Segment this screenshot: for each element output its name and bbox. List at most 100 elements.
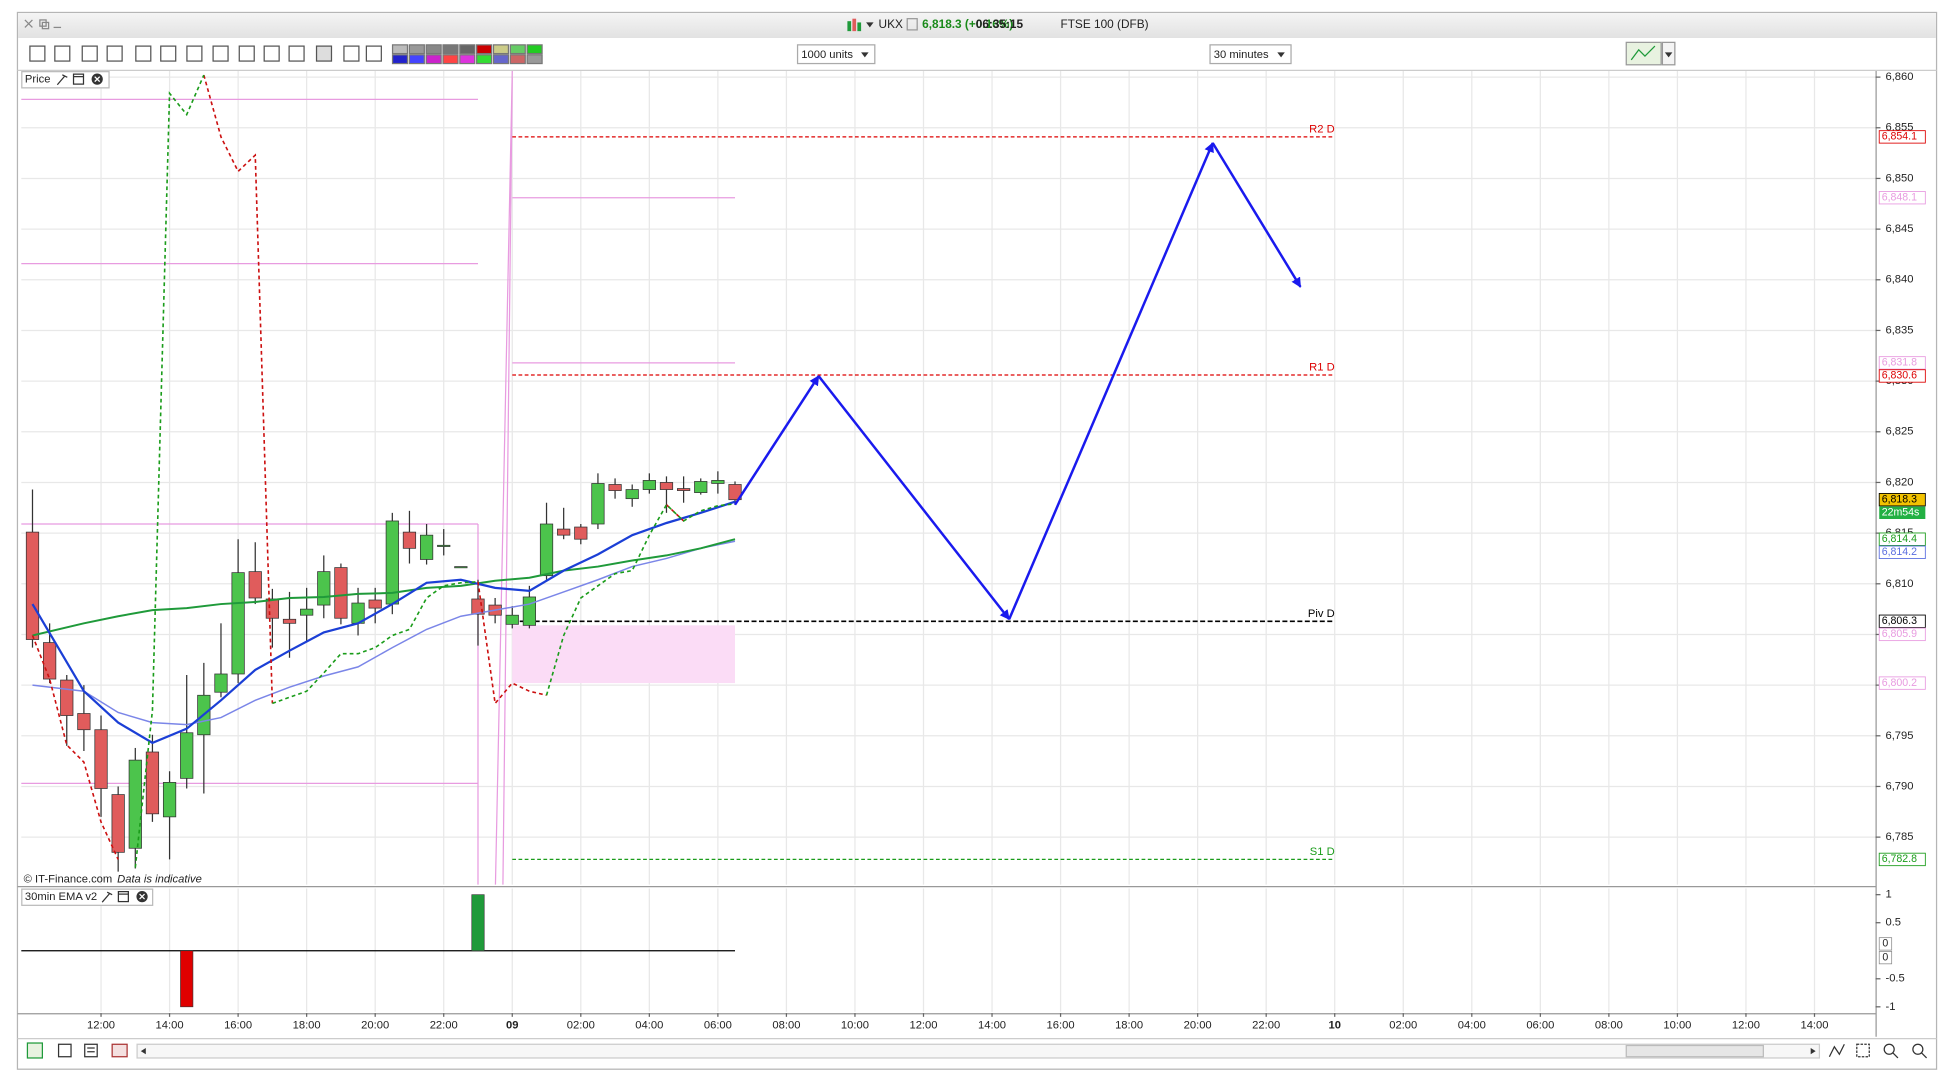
y-tick-label: -1 xyxy=(1885,1001,1895,1013)
tool-icon[interactable] xyxy=(288,45,305,62)
scroll-thumb[interactable] xyxy=(1625,1044,1764,1058)
price-tag xyxy=(1878,191,1926,205)
color-swatch[interactable] xyxy=(442,54,459,65)
price-tag xyxy=(1878,356,1926,370)
tool-icon[interactable] xyxy=(263,45,280,62)
tool-icon[interactable] xyxy=(315,45,333,62)
color-swatch[interactable] xyxy=(408,54,425,65)
y-tick-label: 6,810 xyxy=(1885,578,1913,590)
x-tick-label: 18:00 xyxy=(293,1020,321,1032)
price-tag-label: 6,848.1 xyxy=(1882,191,1917,203)
price-tag-label: 6,805.9 xyxy=(1882,628,1917,640)
instrument-icon[interactable] xyxy=(847,18,874,32)
color-swatch[interactable] xyxy=(459,44,476,55)
color-swatch[interactable] xyxy=(476,44,493,55)
candle-body xyxy=(77,713,91,731)
candle-body xyxy=(25,531,40,640)
candle-body xyxy=(419,534,434,560)
color-swatch[interactable] xyxy=(391,54,409,65)
tool-icon[interactable] xyxy=(81,45,98,62)
candle-body xyxy=(402,531,417,549)
price-tag-label: 6,814.4 xyxy=(1882,533,1917,545)
price-panel-header: Price xyxy=(21,71,110,89)
window-controls[interactable] xyxy=(24,19,62,30)
tool-icon[interactable] xyxy=(54,45,71,62)
x-tick-label: 18:00 xyxy=(1115,1020,1143,1032)
candle-body xyxy=(282,618,297,624)
color-swatch[interactable] xyxy=(459,54,476,65)
candle-body xyxy=(145,751,160,815)
x-tick-label: 22:00 xyxy=(430,1020,458,1032)
tool-icon[interactable] xyxy=(365,45,382,62)
x-tick-label: 08:00 xyxy=(1595,1020,1623,1032)
tool-icon[interactable] xyxy=(106,45,123,62)
tool-icon[interactable] xyxy=(186,45,203,62)
candle-body xyxy=(437,544,451,547)
color-swatch[interactable] xyxy=(391,44,409,55)
interval-dropdown[interactable] xyxy=(1209,44,1292,65)
y-tick-label: -0.5 xyxy=(1885,973,1904,985)
x-tick-label: 08:00 xyxy=(772,1020,800,1032)
units-dropdown[interactable] xyxy=(796,44,876,65)
candle-body xyxy=(111,794,125,853)
tool-icon[interactable] xyxy=(29,45,46,62)
pivot-label: Piv D xyxy=(1308,608,1335,620)
color-swatch[interactable] xyxy=(492,44,510,55)
value-tag-label: 0 xyxy=(1882,938,1888,950)
candle-body xyxy=(608,484,622,491)
instrument-name: FTSE 100 (DFB) xyxy=(1060,17,1148,31)
x-tick-label: 12:00 xyxy=(909,1020,937,1032)
price-tag xyxy=(1878,369,1926,383)
tool-icon[interactable] xyxy=(238,45,255,62)
color-swatch[interactable] xyxy=(509,54,526,65)
candle-body xyxy=(43,642,57,680)
candle-body xyxy=(180,732,194,779)
y-tick-label: 6,835 xyxy=(1885,324,1913,336)
color-swatch[interactable] xyxy=(509,44,526,55)
symbol: UKX xyxy=(879,17,903,31)
x-tick-label: 16:00 xyxy=(1047,1020,1075,1032)
pivot-label: S1 D xyxy=(1310,846,1335,858)
candle-body xyxy=(248,571,262,599)
color-swatch[interactable] xyxy=(526,54,543,65)
panel-title: Price xyxy=(25,74,51,86)
color-swatch[interactable] xyxy=(408,44,425,55)
x-tick-label: 06:00 xyxy=(704,1020,732,1032)
tool-icon[interactable] xyxy=(135,45,152,62)
x-tick-label: 16:00 xyxy=(224,1020,252,1032)
indicator-panel-header: 30min EMA v2 xyxy=(21,888,154,906)
color-swatch[interactable] xyxy=(492,54,510,65)
trailing-stop xyxy=(203,74,274,704)
y-tick-label: 6,855 xyxy=(1885,122,1913,134)
chart-type-button[interactable] xyxy=(1625,41,1676,66)
candle-body xyxy=(539,523,554,577)
y-tick-label: 6,785 xyxy=(1885,831,1913,843)
x-tick-label: 22:00 xyxy=(1252,1020,1280,1032)
color-swatch[interactable] xyxy=(442,44,459,55)
tool-icon[interactable] xyxy=(212,45,229,62)
projection-segment xyxy=(733,375,820,506)
x-tick-label: 02:00 xyxy=(567,1020,595,1032)
indicator-bar xyxy=(471,894,485,952)
trailing-stop xyxy=(31,635,119,860)
candle-body xyxy=(94,729,108,789)
candle-body xyxy=(505,614,519,625)
candle-body xyxy=(334,567,348,619)
x-tick-label: 06:00 xyxy=(1526,1020,1554,1032)
scrollbar[interactable] xyxy=(136,1043,1821,1059)
color-swatch[interactable] xyxy=(526,44,543,55)
x-tick-label: 02:00 xyxy=(1389,1020,1417,1032)
candle-body xyxy=(128,759,142,849)
pivot-label: R1 D xyxy=(1309,362,1335,374)
price-tag xyxy=(1878,852,1926,867)
y-tick-label: 6,850 xyxy=(1885,172,1913,184)
info-icon[interactable] xyxy=(906,18,918,31)
price-tag-label: 6,854.1 xyxy=(1882,131,1917,143)
color-swatch[interactable] xyxy=(425,44,442,55)
price-plot xyxy=(21,71,1876,885)
tool-icon[interactable] xyxy=(160,45,177,62)
tool-icon[interactable] xyxy=(343,45,360,62)
color-swatch[interactable] xyxy=(425,54,442,65)
color-swatch[interactable] xyxy=(476,54,493,65)
trailing-stop xyxy=(545,502,736,696)
